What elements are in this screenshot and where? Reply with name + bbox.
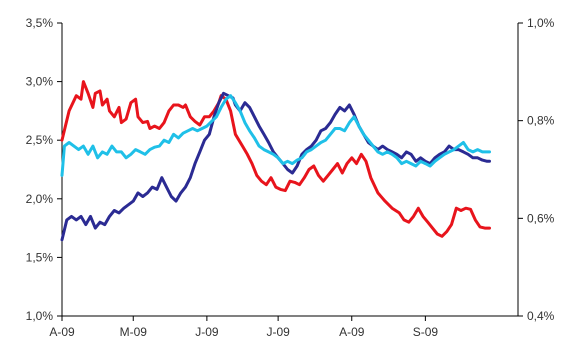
- y-right-tick-label: 1,0%: [527, 16, 555, 30]
- y-axis-right: 0,4% 0,6% 0,8% 1,0%: [517, 16, 555, 323]
- y-axis-left: 1,0% 1,5% 2,0% 2,5% 3,0% 3,5%: [26, 16, 63, 323]
- y-left-tick-label: 3,5%: [26, 16, 54, 30]
- x-tick-label: M-09: [120, 325, 148, 338]
- x-tick-label: J-09: [195, 325, 219, 338]
- x-tick-label: A-09: [339, 325, 365, 338]
- y-left-tick-label: 2,0%: [26, 192, 54, 206]
- y-right-tick-label: 0,6%: [527, 211, 555, 225]
- y-left-tick-label: 1,0%: [26, 309, 54, 323]
- series-layer: [60, 80, 491, 242]
- x-tick-label: A-09: [49, 325, 75, 338]
- series-line-1: [60, 80, 491, 238]
- y-left-tick-label: 3,0%: [26, 75, 54, 89]
- x-tick-label: S-09: [413, 325, 439, 338]
- y-right-tick-label: 0,8%: [527, 114, 555, 128]
- x-tick-label: J-09: [266, 325, 290, 338]
- y-right-tick-label: 0,4%: [527, 309, 555, 323]
- y-left-tick-label: 1,5%: [26, 250, 54, 264]
- series-line-3: [60, 94, 491, 177]
- x-axis: A-09 M-09 J-09 J-09 A-09 S-09: [49, 315, 518, 338]
- y-left-tick-label: 2,5%: [26, 133, 54, 147]
